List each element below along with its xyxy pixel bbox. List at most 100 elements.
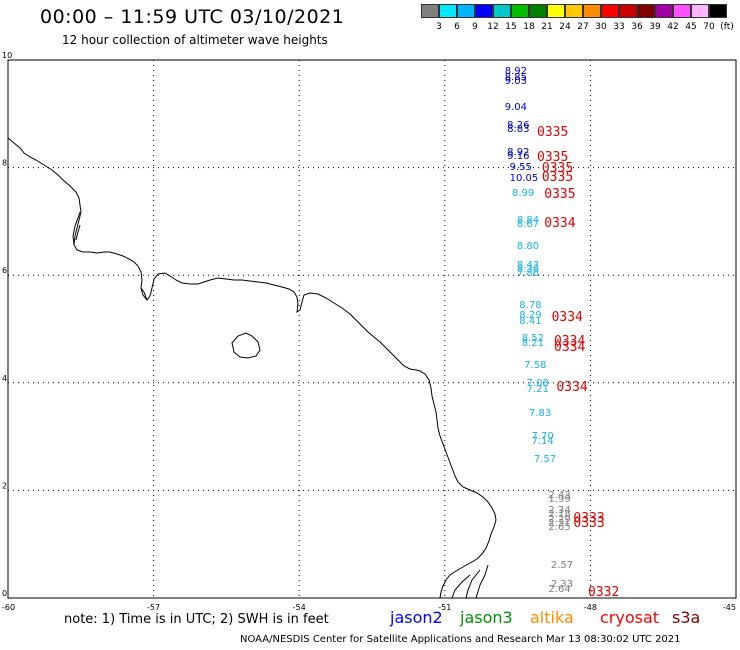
wave-height-value: 8.21 <box>521 338 544 350</box>
legend-tick-label: 24 <box>559 22 571 32</box>
river-estuary <box>75 224 81 241</box>
pass-time-label: 0334 <box>544 215 576 231</box>
legend-swatch <box>475 4 493 18</box>
pass-time-label: 0333 <box>573 516 605 532</box>
y-tick-label: 10 <box>2 51 12 60</box>
y-tick-label: 8 <box>2 159 7 168</box>
wave-height-value: 10.05 <box>509 172 539 184</box>
legend-tick-label: 27 <box>577 22 589 32</box>
pass-time-label: 0335 <box>544 186 576 202</box>
x-tick-label: -51 <box>438 603 451 612</box>
legend-tick-label: 42 <box>667 22 679 32</box>
legend-tick-label: 3 <box>436 22 442 32</box>
wave-height-value: 1.99 <box>548 494 571 506</box>
legend-swatch <box>547 4 565 18</box>
wave-height-value: 8.85 <box>504 71 527 83</box>
legend-swatch <box>709 4 727 18</box>
pass-time-label: 0334 <box>556 380 588 396</box>
wave-height-value: 2.34 <box>548 504 571 516</box>
legend-swatch <box>655 4 673 18</box>
x-tick-label: -60 <box>2 603 15 612</box>
legend-tick-label: 9 <box>472 22 478 32</box>
legend-swatch <box>691 4 709 18</box>
page-title: 00:00 – 11:59 UTC 03/10/2021 <box>40 6 345 28</box>
wave-height-value: 2.33 <box>550 579 574 591</box>
wave-height-value: 9.04 <box>504 102 527 114</box>
legend-swatch <box>529 4 547 18</box>
wave-height-value: 7.21 <box>526 383 549 395</box>
x-tick-label: -57 <box>147 603 160 612</box>
coastline <box>7 137 497 599</box>
footnote: note: 1) Time is in UTC; 2) SWH is in fe… <box>64 612 329 627</box>
legend-tick-label: 33 <box>613 22 625 32</box>
satellite-legend-s3a: s3a <box>672 608 701 627</box>
legend-tick-label: 45 <box>685 22 697 32</box>
amazon-delta-island <box>465 569 481 599</box>
pass-time-label: 0335 <box>541 170 574 186</box>
pass-time-label: 0332 <box>587 584 620 600</box>
legend-swatch <box>601 4 619 18</box>
wave-height-value: 2.29 <box>548 513 571 525</box>
legend-swatch <box>565 4 583 18</box>
legend-unit-label: (ft) <box>720 22 734 32</box>
wave-height-value: 8.99 <box>512 187 535 199</box>
pass-time-label: 0334 <box>551 310 583 326</box>
wave-height-value: 8.92 <box>507 147 530 159</box>
legend-swatch <box>637 4 655 18</box>
satellite-legend-altika: altika <box>530 608 574 627</box>
legend-swatch <box>673 4 691 18</box>
page-subtitle: 12 hour collection of altimeter wave hei… <box>62 33 328 47</box>
legend-tick-label: 12 <box>487 22 499 32</box>
legend-tick-label: 21 <box>541 22 553 32</box>
legend-tick-label: 18 <box>523 22 535 32</box>
wave-height-value: 8.29 <box>519 310 542 322</box>
pass-time-label: 0333 <box>573 510 605 526</box>
pass-time-label: 0335 <box>541 161 574 177</box>
wave-height-value: 8.84 <box>516 215 540 227</box>
wave-height-value: 2.65 <box>548 522 571 534</box>
wave-height-value: 8.26 <box>507 120 530 132</box>
lake-outline <box>231 332 261 359</box>
legend-swatch <box>493 4 511 18</box>
legend-swatch <box>511 4 529 18</box>
river-mouth <box>140 287 148 301</box>
wave-height-value: 8.83 <box>507 124 530 136</box>
wave-height-value: 8.92 <box>504 66 527 78</box>
river-estuary <box>72 211 81 246</box>
pass-time-label: 0335 <box>537 124 569 140</box>
satellite-legend-jason3: jason3 <box>460 608 513 627</box>
legend-tick-label: 36 <box>631 22 643 32</box>
legend-swatch <box>457 4 475 18</box>
wave-height-value: 9.55 <box>509 162 532 174</box>
wave-height-value: 8.67 <box>516 219 540 231</box>
legend-tick-label: 30 <box>595 22 607 32</box>
legend-swatch <box>583 4 601 18</box>
map-frame <box>7 59 737 599</box>
wave-height-value: 7.83 <box>529 408 552 420</box>
wave-height-value: 2.43 <box>548 489 571 501</box>
legend-tick-label: 15 <box>505 22 517 32</box>
wave-height-value: 8.41 <box>519 315 542 327</box>
wave-height-value: 8.36 <box>516 263 540 275</box>
pass-time-label: 0334 <box>554 339 586 355</box>
wave-height-value: 7.58 <box>524 359 547 371</box>
wave-height-value: 8.80 <box>516 241 540 253</box>
amazon-delta-island <box>451 574 471 599</box>
y-tick-label: 4 <box>2 374 7 383</box>
legend-swatch <box>421 4 439 18</box>
wave-height-value: 8.52 <box>521 332 544 344</box>
legend-swatch <box>619 4 637 18</box>
wave-height-value: 7.86 <box>516 268 540 280</box>
y-tick-label: 0 <box>2 589 7 598</box>
wave-height-value: 7.57 <box>533 453 557 465</box>
wave-height-value: 2.31 <box>548 517 571 529</box>
satellite-legend-jason2: jason2 <box>390 608 443 627</box>
legend-tick-label: 6 <box>454 22 460 32</box>
amazon-delta-island <box>475 564 489 599</box>
wave-height-value: 2.57 <box>550 560 574 572</box>
wave-height-value: 9.16 <box>507 151 530 163</box>
wave-height-value: 7.14 <box>531 436 554 448</box>
wave-height-value: 7.70 <box>531 430 554 442</box>
legend-swatch <box>439 4 457 18</box>
wave-height-value: 8.43 <box>516 260 540 272</box>
